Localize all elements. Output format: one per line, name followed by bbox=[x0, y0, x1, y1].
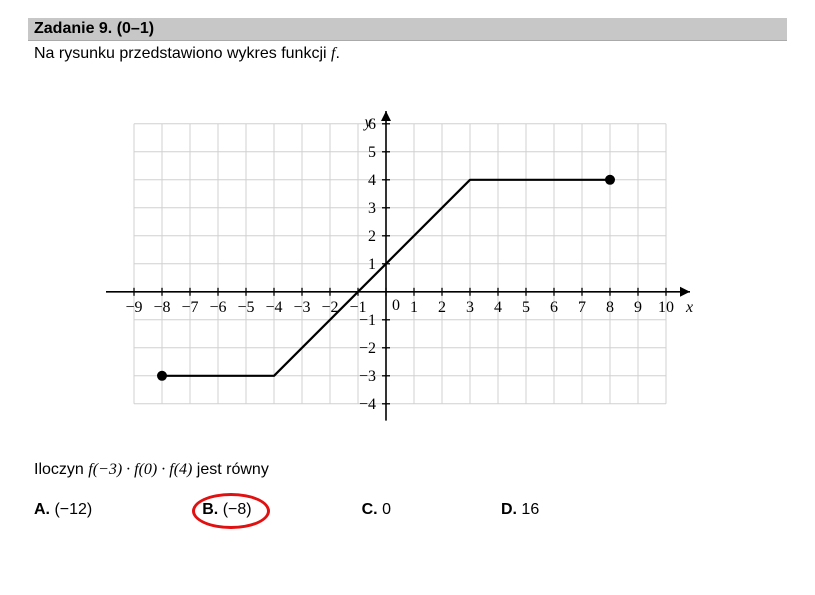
option-value: (−12) bbox=[54, 501, 92, 518]
svg-text:2: 2 bbox=[368, 228, 376, 245]
svg-text:3: 3 bbox=[465, 299, 473, 316]
question-text: Iloczyn f(−3) · f(0) · f(4) jest równy bbox=[28, 453, 787, 479]
svg-text:−8: −8 bbox=[153, 299, 170, 316]
svg-text:4: 4 bbox=[493, 299, 501, 316]
svg-text:5: 5 bbox=[521, 299, 529, 316]
option-value: 0 bbox=[382, 501, 391, 518]
svg-text:−1: −1 bbox=[358, 312, 375, 329]
svg-text:−7: −7 bbox=[181, 299, 198, 316]
answer-option[interactable]: B. (−8) bbox=[202, 501, 251, 519]
svg-text:6: 6 bbox=[549, 299, 557, 316]
svg-text:2: 2 bbox=[437, 299, 445, 316]
question-prefix: Iloczyn bbox=[34, 461, 88, 478]
svg-text:5: 5 bbox=[368, 144, 376, 161]
function-chart: xy−9−8−7−6−5−4−3−2−1012345678910−4−3−2−1… bbox=[92, 91, 724, 435]
svg-text:6: 6 bbox=[368, 116, 376, 133]
svg-text:4: 4 bbox=[368, 172, 376, 189]
svg-text:−4: −4 bbox=[358, 396, 375, 413]
svg-text:−5: −5 bbox=[237, 299, 254, 316]
svg-text:3: 3 bbox=[368, 200, 376, 217]
option-label: D. bbox=[501, 501, 521, 518]
svg-text:0: 0 bbox=[392, 297, 400, 314]
task-title: Zadanie 9. (0–1) bbox=[34, 20, 154, 37]
answer-options: A. (−12) B. (−8) C. 0 D. 16 bbox=[28, 479, 787, 519]
option-value: (−8) bbox=[223, 501, 252, 518]
intro-text: Na rysunku przedstawiono wykres funkcji … bbox=[28, 41, 787, 63]
answer-option[interactable]: D. 16 bbox=[501, 501, 539, 519]
svg-text:−9: −9 bbox=[125, 299, 142, 316]
svg-text:−3: −3 bbox=[358, 368, 375, 385]
svg-text:1: 1 bbox=[409, 299, 417, 316]
svg-text:1: 1 bbox=[368, 256, 376, 273]
intro-before: Na rysunku przedstawiono wykres funkcji bbox=[34, 45, 331, 62]
answer-option[interactable]: C. 0 bbox=[362, 501, 391, 519]
svg-text:−2: −2 bbox=[358, 340, 375, 357]
svg-text:−3: −3 bbox=[293, 299, 310, 316]
question-suffix: jest równy bbox=[192, 461, 268, 478]
svg-text:9: 9 bbox=[633, 299, 641, 316]
svg-text:x: x bbox=[684, 299, 692, 316]
svg-text:7: 7 bbox=[577, 299, 585, 316]
answer-option[interactable]: A. (−12) bbox=[34, 501, 92, 519]
chart-container: xy−9−8−7−6−5−4−3−2−1012345678910−4−3−2−1… bbox=[28, 91, 787, 435]
intro-after: . bbox=[335, 45, 339, 62]
option-label: B. bbox=[202, 501, 222, 518]
task-header: Zadanie 9. (0–1) bbox=[28, 18, 787, 41]
option-label: C. bbox=[362, 501, 382, 518]
question-math: f(−3) · f(0) · f(4) bbox=[88, 461, 192, 478]
svg-text:10: 10 bbox=[658, 299, 674, 316]
option-value: 16 bbox=[521, 501, 539, 518]
option-label: A. bbox=[34, 501, 54, 518]
svg-text:8: 8 bbox=[605, 299, 613, 316]
svg-text:−6: −6 bbox=[209, 299, 226, 316]
svg-text:−4: −4 bbox=[265, 299, 282, 316]
